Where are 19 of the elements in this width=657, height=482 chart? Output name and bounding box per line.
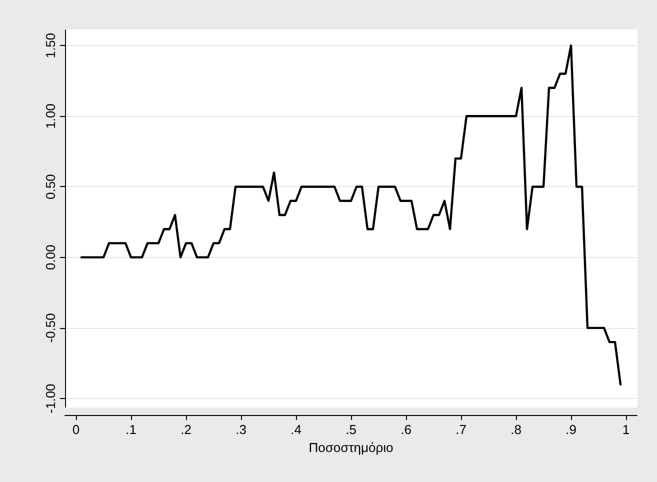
x-tick-label: 1 xyxy=(622,422,630,437)
x-tick-label: .5 xyxy=(346,422,356,437)
y-tick-label: 0.00 xyxy=(43,244,58,270)
x-tick-label: .8 xyxy=(510,422,522,437)
y-tick-label: 1.00 xyxy=(43,103,58,129)
y-tick-label: -1.00 xyxy=(43,384,58,414)
x-tick-label: .3 xyxy=(236,422,246,437)
x-tick-label: .2 xyxy=(180,422,192,437)
x-tick-label: .7 xyxy=(456,422,466,437)
x-tick-label: .6 xyxy=(400,422,412,437)
line-series xyxy=(80,44,622,386)
y-tick-label: 1.50 xyxy=(43,32,58,58)
x-axis-title: Ποσοστημόριο xyxy=(308,440,394,455)
x-tick-label: .4 xyxy=(290,422,302,437)
x-tick-label: .9 xyxy=(566,422,576,437)
x-tick-label: .1 xyxy=(126,422,136,437)
x-tick-label: 0 xyxy=(72,422,80,437)
y-tick-label: -0.50 xyxy=(43,313,58,343)
y-tick-label: 0.50 xyxy=(43,174,58,200)
